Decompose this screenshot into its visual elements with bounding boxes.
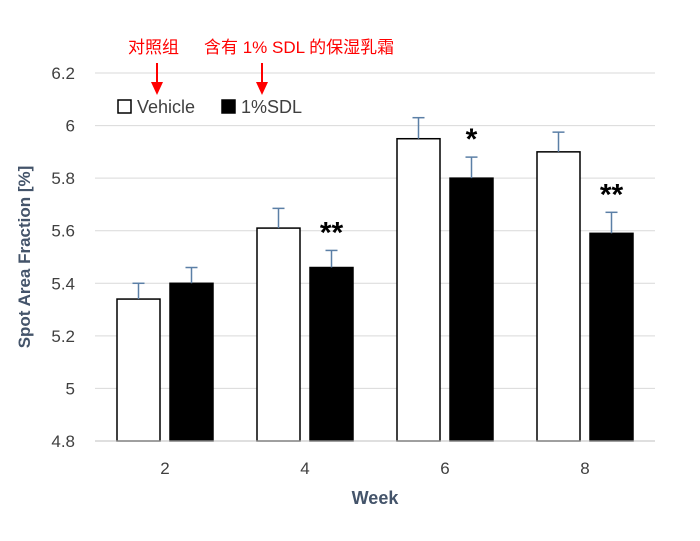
legend-label: 1%SDL (241, 97, 302, 117)
legend-label: Vehicle (137, 97, 195, 117)
annotations: 对照组 含有 1% SDL 的保湿乳霜 (128, 38, 394, 95)
y-tick-label: 5 (66, 379, 75, 398)
annotation-arrow-head (256, 82, 268, 95)
bar-Vehicle-2 (116, 298, 161, 442)
significance-markers: ***** (320, 123, 624, 249)
x-tick-label: 6 (440, 459, 449, 478)
y-axis-title: Spot Area Fraction [%] (15, 166, 34, 349)
annotation-label: 含有 1% SDL 的保湿乳霜 (204, 38, 394, 57)
legend-swatch-1%SDL (221, 99, 236, 114)
bar-Vehicle-6 (396, 137, 441, 442)
bar-1%SDL-2 (169, 282, 214, 442)
bar-1%SDL-4 (309, 266, 354, 442)
significance-marker: ** (320, 216, 344, 249)
x-tick-label: 8 (580, 459, 589, 478)
bar-1%SDL-6 (449, 177, 494, 442)
x-tick-label: 4 (300, 459, 309, 478)
bar-Vehicle-4 (256, 227, 301, 442)
significance-marker: ** (600, 178, 624, 211)
significance-marker: * (466, 123, 478, 156)
y-tick-label: 5.8 (51, 169, 75, 188)
y-tick-label: 5.2 (51, 327, 75, 346)
bar-Vehicle-8 (536, 151, 581, 442)
annotation-arrow-head (151, 82, 163, 95)
y-tick-label: 6.2 (51, 64, 75, 83)
annotation-label: 对照组 (128, 38, 179, 57)
bars (116, 137, 634, 442)
legend: Vehicle 1%SDL (117, 97, 302, 117)
x-tick-labels: 2 4 6 8 (160, 459, 589, 478)
y-tick-label: 4.8 (51, 432, 75, 451)
x-axis-title: Week (352, 488, 400, 508)
legend-swatch-Vehicle (117, 99, 132, 114)
y-tick-label: 6 (66, 117, 75, 136)
error-bars (132, 116, 618, 300)
x-tick-label: 2 (160, 459, 169, 478)
y-tick-label: 5.4 (51, 274, 75, 293)
y-tick-labels: 4.8 5 5.2 5.4 5.6 5.8 6 6.2 (51, 64, 75, 451)
bar-1%SDL-8 (589, 232, 634, 442)
y-tick-label: 5.6 (51, 222, 75, 241)
